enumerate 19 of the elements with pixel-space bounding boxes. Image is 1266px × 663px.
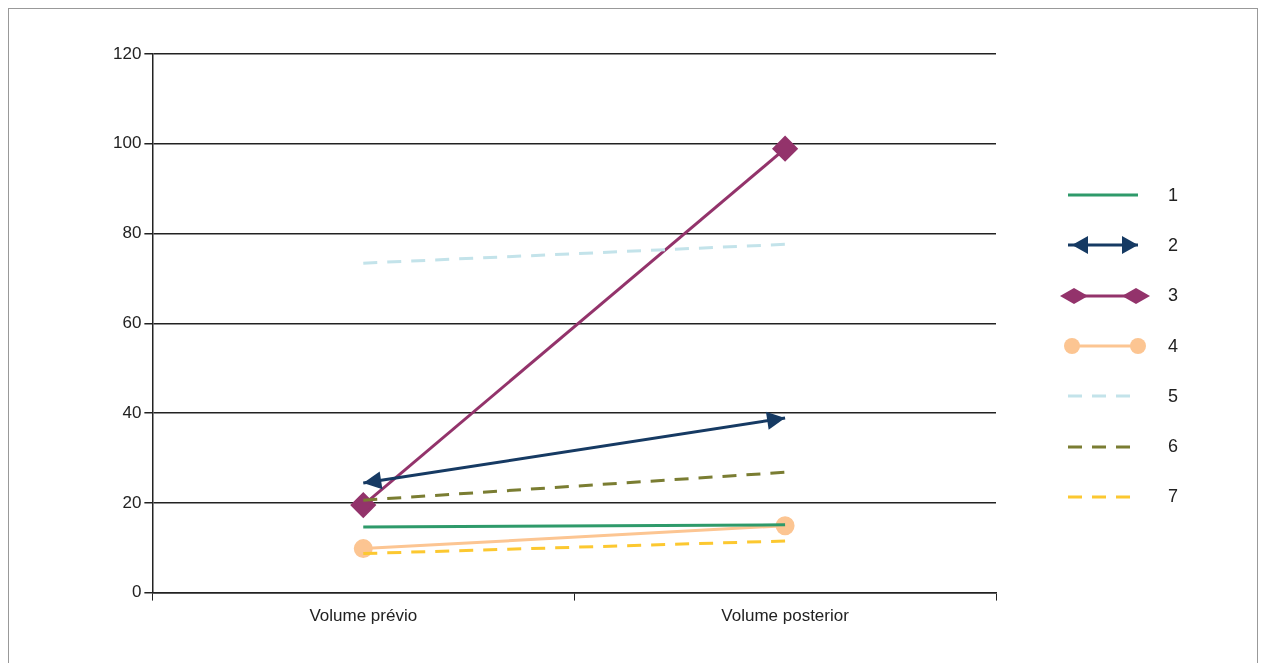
y-tick-label: 120 xyxy=(112,43,142,63)
y-tick-label: 100 xyxy=(112,133,142,153)
legend-label: 5 xyxy=(1168,385,1179,407)
point xyxy=(350,492,376,518)
y-tick-label: 40 xyxy=(122,402,142,422)
y-tick-label: 60 xyxy=(122,312,142,332)
legend-label: 2 xyxy=(1168,234,1179,256)
point xyxy=(353,539,373,559)
x-tick-label: Volume prévio xyxy=(309,606,418,626)
y-tick-label: 80 xyxy=(122,223,142,243)
point xyxy=(772,136,798,162)
legend-label: 3 xyxy=(1168,285,1179,307)
legend-label: 6 xyxy=(1168,436,1179,458)
legend-label: 7 xyxy=(1168,486,1179,508)
legend-label: 4 xyxy=(1168,335,1179,357)
legend-label: 1 xyxy=(1168,184,1179,206)
y-tick-label: 20 xyxy=(122,492,142,512)
y-tick-label: 0 xyxy=(131,582,142,602)
x-tick-label: Volume posterior xyxy=(721,606,850,626)
